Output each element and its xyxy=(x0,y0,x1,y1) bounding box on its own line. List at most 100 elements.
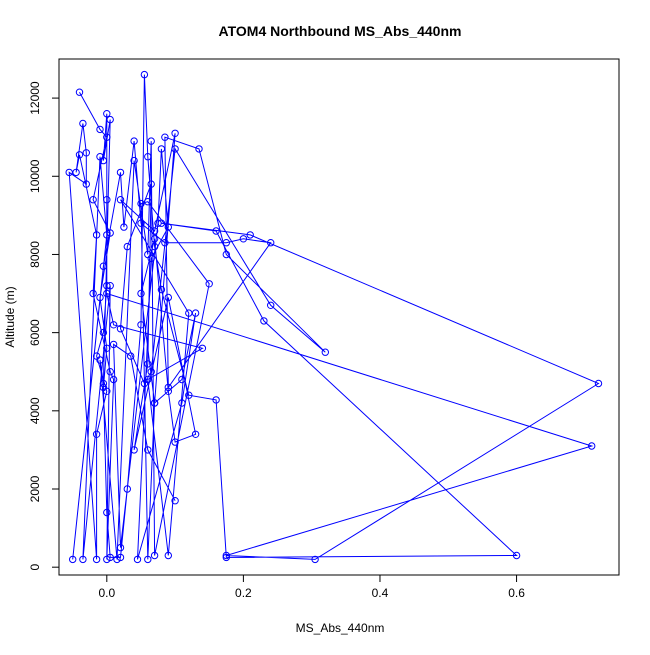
data-point xyxy=(191,309,200,317)
data-point xyxy=(106,115,114,124)
data-point xyxy=(164,383,173,392)
data-point xyxy=(79,555,87,564)
data-point xyxy=(164,293,173,302)
data-point xyxy=(82,180,91,188)
data-point xyxy=(96,125,104,134)
data-point xyxy=(75,88,84,96)
x-axis-label: MS_Abs_440nm xyxy=(296,621,385,635)
data-point xyxy=(69,555,77,564)
x-tick-label: 0.2 xyxy=(235,586,252,600)
data-point xyxy=(171,438,179,446)
series-line xyxy=(68,74,600,560)
data-point xyxy=(191,430,200,438)
data-point xyxy=(147,254,155,263)
data-point xyxy=(212,396,220,404)
data-point xyxy=(103,289,111,298)
data-point xyxy=(106,368,114,376)
data-point xyxy=(130,156,138,165)
data-point xyxy=(246,231,254,239)
data-point xyxy=(99,379,108,388)
data-point xyxy=(147,368,155,376)
x-tick-label: 0.4 xyxy=(372,586,389,600)
data-point xyxy=(96,153,104,161)
data-point xyxy=(103,231,111,239)
data-point xyxy=(96,293,104,302)
data-point xyxy=(103,387,111,395)
y-tick-label: 4000 xyxy=(28,397,42,424)
chart-title: ATOM4 Northbound MS_Abs_440nm xyxy=(219,23,462,39)
data-point xyxy=(103,344,111,352)
x-axis: 0.0 0.2 0.4 0.6 xyxy=(98,574,525,600)
data-point xyxy=(150,242,159,251)
data-point xyxy=(321,348,329,356)
data-point xyxy=(99,328,108,337)
data-point xyxy=(116,168,125,177)
data-point xyxy=(198,344,207,352)
data-point xyxy=(137,219,145,227)
data-point xyxy=(92,430,101,438)
data-point xyxy=(133,555,142,564)
y-tick-label: 2000 xyxy=(28,475,42,502)
data-point xyxy=(120,223,128,231)
data-point xyxy=(195,145,203,153)
data-point xyxy=(171,129,179,138)
y-tick-label: 10000 xyxy=(28,159,42,193)
data-point xyxy=(116,325,125,333)
data-point xyxy=(89,196,97,204)
data-point xyxy=(222,250,231,259)
data-point xyxy=(178,399,186,407)
data-point xyxy=(79,119,87,128)
data-point xyxy=(130,446,138,454)
y-tick-label: 8000 xyxy=(28,241,42,268)
x-tick-label: 0.0 xyxy=(98,586,115,600)
data-point xyxy=(116,553,125,562)
data-point xyxy=(92,555,101,564)
data-point xyxy=(185,391,193,399)
data-point xyxy=(89,289,97,298)
data-point xyxy=(157,219,166,227)
data-point xyxy=(157,285,166,294)
data-point xyxy=(123,485,132,493)
data-point xyxy=(144,153,152,161)
data-point xyxy=(147,180,155,188)
data-point xyxy=(267,239,275,247)
data-point xyxy=(150,399,159,407)
data-point xyxy=(588,442,596,450)
y-axis: 0 2000 4000 6000 8000 10000 12000 xyxy=(28,81,60,571)
data-point xyxy=(178,375,186,384)
data-point xyxy=(144,555,152,564)
data-point xyxy=(103,555,111,564)
data-point xyxy=(144,198,152,206)
data-point xyxy=(127,352,135,360)
data-point xyxy=(103,282,111,290)
data-point xyxy=(75,151,84,159)
data-point xyxy=(137,199,145,208)
data-point xyxy=(150,227,159,235)
y-tick-label: 6000 xyxy=(28,319,42,346)
y-tick-label: 0 xyxy=(28,564,42,571)
data-point xyxy=(109,340,118,349)
data-point xyxy=(113,555,121,564)
data-point xyxy=(164,387,173,395)
data-point xyxy=(140,379,149,388)
data-point xyxy=(137,321,145,329)
data-point xyxy=(140,70,149,79)
data-point xyxy=(239,235,248,243)
data-point xyxy=(164,551,173,560)
data-point xyxy=(164,223,173,231)
data-point xyxy=(103,133,111,141)
data-point xyxy=(222,553,231,562)
data-point xyxy=(260,317,268,325)
data-point xyxy=(212,227,220,235)
data-point xyxy=(147,137,155,145)
data-point xyxy=(171,497,179,505)
data-point xyxy=(267,301,275,309)
data-point xyxy=(103,508,111,517)
data-point xyxy=(171,145,179,153)
y-axis-label: Altitude (m) xyxy=(3,286,17,347)
data-point xyxy=(144,360,152,368)
data-point xyxy=(222,239,231,247)
data-point xyxy=(109,375,118,384)
data-point xyxy=(92,231,101,239)
